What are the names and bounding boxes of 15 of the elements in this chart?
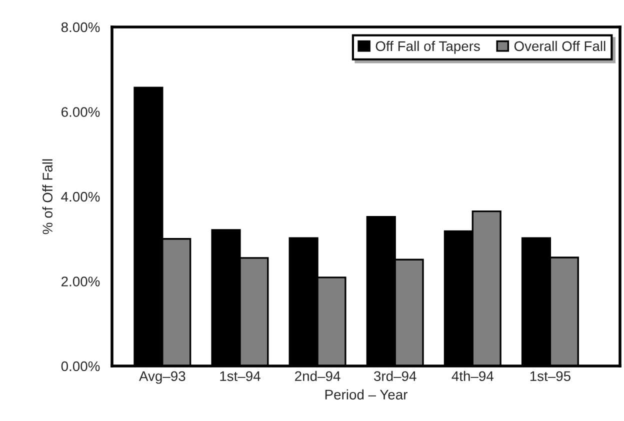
- y-tick-label: 8.00%: [61, 22, 100, 32]
- x-tick-label: 1st–94: [220, 371, 260, 382]
- legend-label: Off Fall of Tapers: [376, 40, 480, 54]
- x-tick-label: Avg–93: [139, 371, 186, 384]
- y-tick-label: 0.00%: [61, 361, 100, 372]
- y-tick-label: 4.00%: [61, 192, 100, 202]
- x-tick-label: 2nd–94: [295, 370, 340, 382]
- y-tick-label: 6.00%: [62, 107, 100, 117]
- legend-label: Overall Off Fall: [514, 40, 606, 52]
- y-tick-label: 2.00%: [62, 276, 100, 286]
- y-axis-title: % of Off Fall: [42, 159, 53, 234]
- x-axis-title: Period – Year: [325, 389, 408, 400]
- x-tick-label: 3rd–94: [374, 370, 416, 382]
- x-tick-label: 1st–95: [530, 371, 570, 382]
- x-tick-label: 4th–94: [452, 370, 494, 382]
